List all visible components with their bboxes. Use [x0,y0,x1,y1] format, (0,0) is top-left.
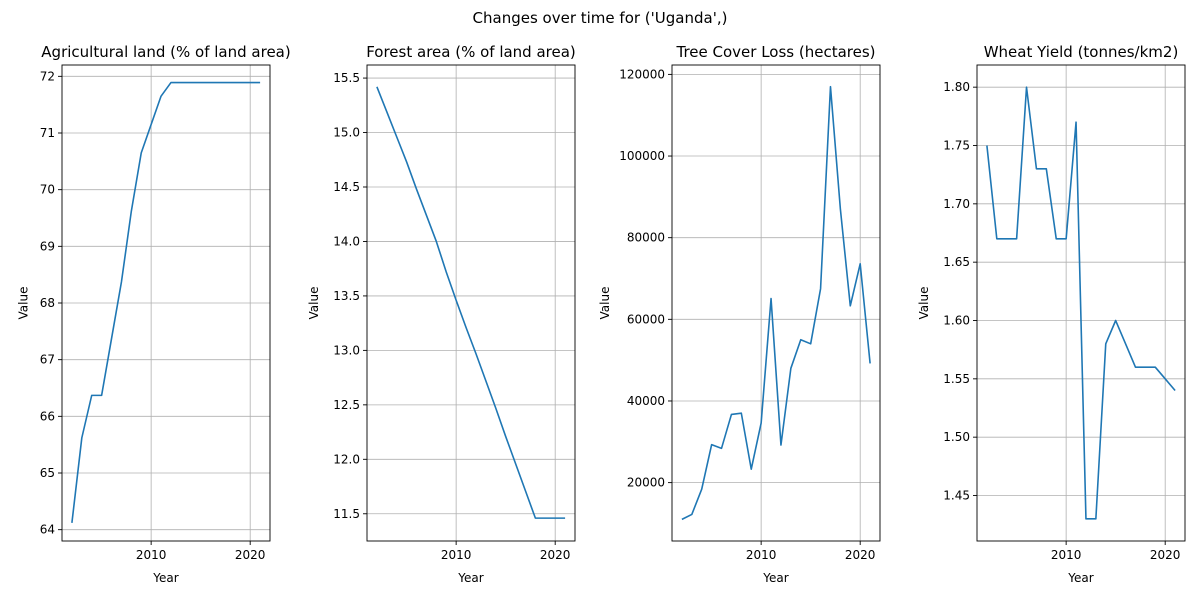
y-tick-label: 71 [40,126,55,140]
y-tick-label: 20000 [627,476,665,490]
y-axis-label: Value [598,287,612,320]
y-tick-label: 64 [40,523,55,537]
y-tick-label: 12.0 [333,452,360,466]
y-tick-label: 65 [40,466,55,480]
x-tick-label: 2020 [1150,548,1181,562]
y-tick-label: 68 [40,296,55,310]
x-tick-label: 2010 [746,548,777,562]
y-axis-label: Value [917,287,931,320]
y-tick-label: 14.5 [333,180,360,194]
x-tick-label: 2010 [441,548,472,562]
series-line [376,86,566,519]
y-tick-label: 69 [40,239,55,253]
y-tick-label: 80000 [627,231,665,245]
y-tick-label: 40000 [627,394,665,408]
series-line [681,85,871,521]
y-tick-label: 1.70 [943,197,970,211]
y-tick-label: 70 [40,183,55,197]
axes-frame [671,64,881,542]
x-tick-label: 2020 [235,548,266,562]
y-tick-label: 1.55 [943,372,970,386]
y-tick-label: 1.60 [943,314,970,328]
y-tick-label: 12.5 [333,398,360,412]
x-tick-label: 2020 [540,548,571,562]
y-tick-label: 15.0 [333,126,360,140]
y-tick-label: 72 [40,69,55,83]
y-axis-label: Value [307,287,321,320]
x-axis-label: Year [1067,571,1093,585]
chart-title: Forest area (% of land area) [366,43,576,61]
y-tick-label: 1.65 [943,255,970,269]
series-line [71,81,261,523]
y-tick-label: 14.0 [333,234,360,248]
y-tick-label: 1.45 [943,489,970,503]
y-axis-label: Value [17,287,31,320]
y-tick-label: 67 [40,353,55,367]
chart-title: Agricultural land (% of land area) [41,43,290,61]
chart-panel-1: 2010 2020 64 65 66 67 68 69 70 71 72 Agricultural l… [17,43,291,585]
y-tick-label: 1.80 [943,80,970,94]
x-tick-label: 2010 [136,548,167,562]
y-tick-label: 66 [40,409,55,423]
y-tick-label: 13.5 [333,289,360,303]
y-tick-label: 13.0 [333,343,360,357]
x-axis-label: Year [152,571,178,585]
y-tick-label: 120000 [619,67,665,81]
x-tick-label: 2020 [845,548,876,562]
series-line [986,86,1176,520]
x-axis-label: Year [457,571,483,585]
figure-suptitle: Changes over time for ('Uganda',) [472,9,728,27]
x-tick-label: 2010 [1051,548,1082,562]
y-tick-label: 11.5 [333,507,360,521]
chart-panel-3: 2010 2020 20000 40000 60000 80000 100000 120000… [598,43,881,585]
chart-panel-4: 2010 2020 1.45 1.50 1.55 1.60 1.65 1.70 1.75 1.80… [917,43,1186,585]
chart-title: Wheat Yield (tonnes/km2) [984,43,1179,61]
axes-frame [366,64,576,542]
y-tick-label: 15.5 [333,71,360,85]
axes-frame [976,64,1186,542]
y-tick-label: 100000 [619,149,665,163]
x-axis-label: Year [762,571,788,585]
y-tick-label: 60000 [627,312,665,326]
chart-panel-2: 2010 2020 11.5 12.0 12.5 13.0 13.5 14.0 14.5 15.0… [307,43,576,585]
chart-title: Tree Cover Loss (hectares) [675,43,875,61]
y-tick-label: 1.75 [943,139,970,153]
y-tick-label: 1.50 [943,430,970,444]
